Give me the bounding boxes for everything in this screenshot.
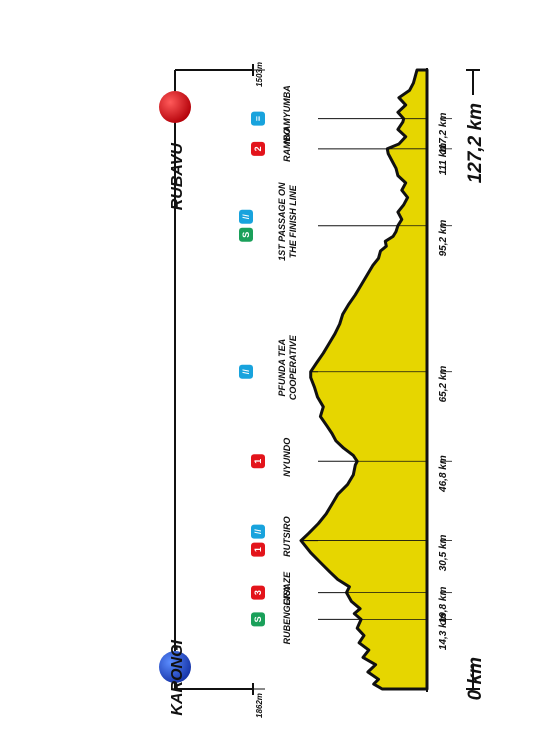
feed-icon-text: ≡ [253,116,263,121]
climb-icon: 1 [251,454,265,469]
waypoint-name: NYUNDO [282,438,292,477]
waypoint-name: RUTSIRO [282,516,292,557]
climb-icon-text: 1 [253,459,263,464]
finish-altitude-label: 1503m [255,62,264,87]
waypoints: RUBENGERA S GISAZE 3 RUTSIRO 1 // NYUNDO 1 PFUNDA… [239,85,427,644]
feed-icon-text: // [241,369,251,375]
km-label: 14,3 km [438,613,449,650]
km-label: 30,5 km [438,534,449,571]
waypoint-name: 1ST PASSAGE ON [277,182,287,261]
feed-icon: // [239,364,253,379]
feed-icon-text: // [241,214,251,220]
feed-icon-text: // [253,529,263,535]
km-label: 117,2 km [438,113,449,155]
start-altitude-label: 1862m [255,693,264,718]
climb-icon: 3 [251,585,265,600]
sprint-icon: S [251,612,265,627]
sprint-icon-text: S [241,232,251,238]
start-town-label: KARONGI [169,639,186,715]
feed-icon: ≡ [251,111,265,126]
feed-icon: // [251,524,265,539]
waypoint-name: THE FINISH LINE [288,184,298,258]
finish-town-label: RUBAVU [169,143,186,211]
finish-marker-ball [159,91,191,123]
km-marker-lines [440,118,452,620]
total-distance-label: 127,2 km [465,103,486,183]
sprint-icon: S [239,227,253,242]
km-label: 65,2 km [438,366,449,403]
climb-icon-text: 1 [253,547,263,552]
climb-icon-text: 2 [253,146,263,151]
feed-icon: // [239,209,253,224]
elevation-area [299,68,429,691]
start-marker-ball [159,651,191,683]
km-label: 46,8 km [438,455,449,493]
km-label: 111 km [438,143,449,176]
km-label: 95,2 km [438,220,449,257]
waypoint-name: NYAMYUMBA [282,85,292,144]
climb-icon: 2 [251,141,265,156]
waypoint-name: RUBENGERA [282,586,292,644]
km-label: 19,8 km [438,587,449,624]
waypoint-name: GISAZE [282,571,292,606]
climb-icon: 1 [251,542,265,557]
waypoint-name: PFUNDA TEA [277,339,287,397]
sprint-icon-text: S [253,616,263,622]
waypoint-name: RAMBO [282,128,292,162]
waypoint-name: COOPERATIVE [288,334,298,400]
climb-icon-text: 3 [253,590,263,595]
start-distance-label: 0 km [465,657,486,700]
